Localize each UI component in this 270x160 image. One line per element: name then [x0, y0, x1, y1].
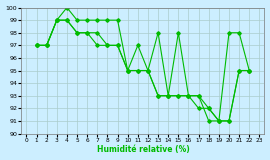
- X-axis label: Humidité relative (%): Humidité relative (%): [96, 145, 189, 154]
